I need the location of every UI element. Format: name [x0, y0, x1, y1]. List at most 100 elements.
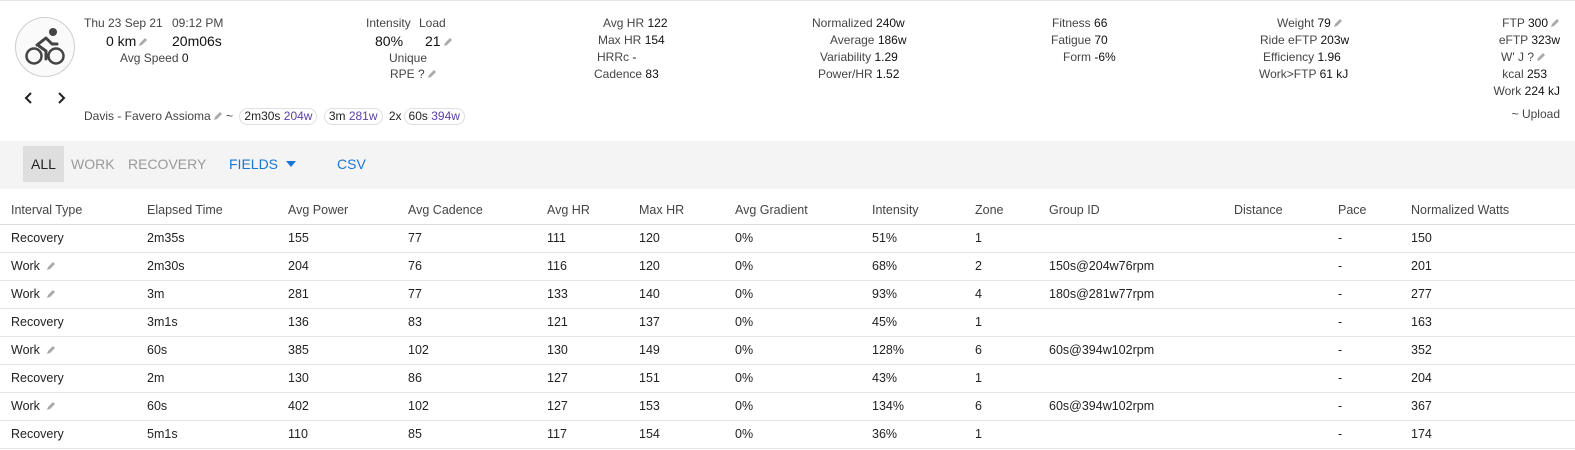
pencil-icon[interactable]: [1333, 18, 1343, 28]
table-row[interactable]: Work 3m 281 77 133 140 0% 93% 4 180s@281w77rpm - 27…: [0, 280, 1575, 309]
avg-hr-label: Avg HR: [603, 16, 645, 30]
cell-pace: -: [1327, 392, 1400, 421]
cell-value: -: [1338, 315, 1343, 329]
table-row[interactable]: Work 60s 402 102 127 153 0% 134% 6 60s@394w102rpm…: [0, 392, 1575, 421]
table-row[interactable]: Recovery 5m1s 110 85 117 154 0% 36% 1 - 174: [0, 420, 1575, 449]
cell-value: 3m1s: [147, 315, 178, 329]
column-header-distance[interactable]: Distance: [1223, 196, 1327, 225]
intervals-table: Interval Type Elapsed Time Avg Power Avg Ca…: [0, 196, 1575, 449]
fields-dropdown-button[interactable]: FIELDS: [221, 146, 304, 182]
avg-hr-value: 122: [647, 16, 668, 30]
form-value: -6%: [1094, 50, 1116, 64]
pencil-icon[interactable]: [46, 401, 56, 411]
table-row[interactable]: Work 2m30s 204 76 116 120 0% 68% 2 150s@204w76rpm…: [0, 252, 1575, 281]
cell-group-id: 60s@394w102rpm: [1038, 336, 1223, 365]
pencil-icon[interactable]: [1550, 18, 1560, 28]
cell-pace: -: [1327, 420, 1400, 449]
load-field[interactable]: 21: [425, 33, 453, 49]
table-row[interactable]: Recovery 3m1s 136 83 121 137 0% 45% 1 - 163: [0, 308, 1575, 337]
activity-distance: 0 km: [106, 33, 137, 49]
cell-avg-gradient: 0%: [724, 336, 861, 365]
cell-avg-gradient: 0%: [724, 308, 861, 337]
column-header-avg-hr[interactable]: Avg HR: [536, 196, 628, 225]
max-hr-value: 154: [644, 33, 665, 47]
cell-distance: [1223, 336, 1327, 365]
column-header-avg-gradient[interactable]: Avg Gradient: [724, 196, 861, 225]
pencil-icon[interactable]: [427, 69, 437, 79]
gear-name[interactable]: Davis - Favero Assioma: [84, 109, 211, 123]
cell-value: 117: [547, 427, 567, 441]
column-header-pace[interactable]: Pace: [1327, 196, 1400, 225]
pencil-icon[interactable]: [46, 345, 56, 355]
work-over-ftp-value: 61 kJ: [1319, 67, 1349, 81]
cell-value: 1: [975, 427, 982, 441]
cell-intensity: 45%: [861, 308, 964, 337]
activity-distance-field[interactable]: 0 km: [106, 33, 148, 49]
column-header-interval-type[interactable]: Interval Type: [0, 196, 136, 225]
cell-normalized-watts: 163: [1400, 308, 1575, 337]
table-row[interactable]: Recovery 2m 130 86 127 151 0% 43% 1 - 204: [0, 364, 1575, 393]
cell-avg-cadence: 86: [397, 364, 536, 393]
column-header-avg-cadence[interactable]: Avg Cadence: [397, 196, 536, 225]
tab-work[interactable]: WORK: [71, 156, 115, 172]
cell-normalized-watts: 277: [1400, 280, 1575, 309]
cell-value: 0%: [735, 287, 754, 301]
pencil-icon[interactable]: [443, 37, 453, 47]
cell-avg-cadence: 85: [397, 420, 536, 449]
pencil-icon[interactable]: [46, 289, 56, 299]
cell-value: 385: [288, 343, 309, 357]
column-header-elapsed-time[interactable]: Elapsed Time: [136, 196, 277, 225]
ftp-label: FTP: [1502, 16, 1525, 30]
power-hr-label: Power/HR: [818, 67, 873, 81]
pencil-icon[interactable]: [46, 261, 56, 271]
cell-interval-type: Work: [0, 392, 136, 421]
cell-value: 6: [975, 343, 982, 357]
table-row[interactable]: Work 60s 385 102 130 149 0% 128% 6 60s@394w102rpm…: [0, 336, 1575, 365]
best-effort-chip[interactable]: 3m 281w: [323, 108, 383, 125]
cell-value: 367: [1411, 399, 1432, 413]
pencil-icon[interactable]: [1536, 52, 1546, 62]
cell-avg-power: 130: [277, 364, 397, 393]
cell-value: Work: [11, 287, 40, 301]
tab-recovery[interactable]: RECOVERY: [128, 156, 207, 172]
kcal-label: kcal: [1502, 67, 1524, 81]
cell-avg-power: 155: [277, 224, 397, 253]
best-effort-chip[interactable]: 2m30s 204w: [239, 108, 318, 125]
column-header-max-hr[interactable]: Max HR: [628, 196, 724, 225]
next-activity-button[interactable]: [51, 88, 71, 108]
unique-label: Unique: [389, 51, 428, 65]
cell-value: 6: [975, 399, 982, 413]
cell-intensity: 68%: [861, 252, 964, 281]
cell-value: 116: [547, 259, 567, 273]
upload-link[interactable]: ~ Upload: [1511, 107, 1560, 121]
ride-eftp-value: 203w: [1320, 33, 1350, 47]
cell-group-id: 180s@281w77rpm: [1038, 280, 1223, 309]
cell-group-id: [1038, 364, 1223, 393]
best-effort-chip[interactable]: 60s 394w: [403, 108, 465, 125]
column-header-intensity[interactable]: Intensity: [861, 196, 964, 225]
cell-intensity: 93%: [861, 280, 964, 309]
column-header-group-id[interactable]: Group ID: [1038, 196, 1223, 225]
load-value: 21: [425, 33, 441, 49]
table-row[interactable]: Recovery 2m35s 155 77 111 120 0% 51% 1 - 150: [0, 224, 1575, 253]
previous-activity-button[interactable]: [19, 88, 39, 108]
rpe-field[interactable]: RPE ?: [390, 67, 437, 81]
pencil-icon[interactable]: [138, 37, 148, 47]
column-header-avg-power[interactable]: Avg Power: [277, 196, 397, 225]
top-divider: [0, 0, 1575, 1]
eftp-label: eFTP: [1498, 33, 1528, 47]
cell-avg-power: 402: [277, 392, 397, 421]
pencil-icon[interactable]: [213, 111, 223, 121]
fatigue-value: 70: [1094, 33, 1108, 47]
column-header-zone[interactable]: Zone: [964, 196, 1038, 225]
activity-type-avatar[interactable]: [15, 17, 75, 77]
csv-export-button[interactable]: CSV: [337, 156, 366, 172]
cell-interval-type: Recovery: [0, 308, 136, 337]
cell-value: 1: [975, 231, 982, 245]
column-header-normalized-watts[interactable]: Normalized Watts: [1400, 196, 1575, 225]
cell-value: 0%: [735, 231, 754, 245]
cell-value: 2m30s: [147, 259, 185, 273]
cell-distance: [1223, 420, 1327, 449]
cell-value: 1: [975, 315, 982, 329]
tab-all[interactable]: ALL: [23, 146, 64, 182]
